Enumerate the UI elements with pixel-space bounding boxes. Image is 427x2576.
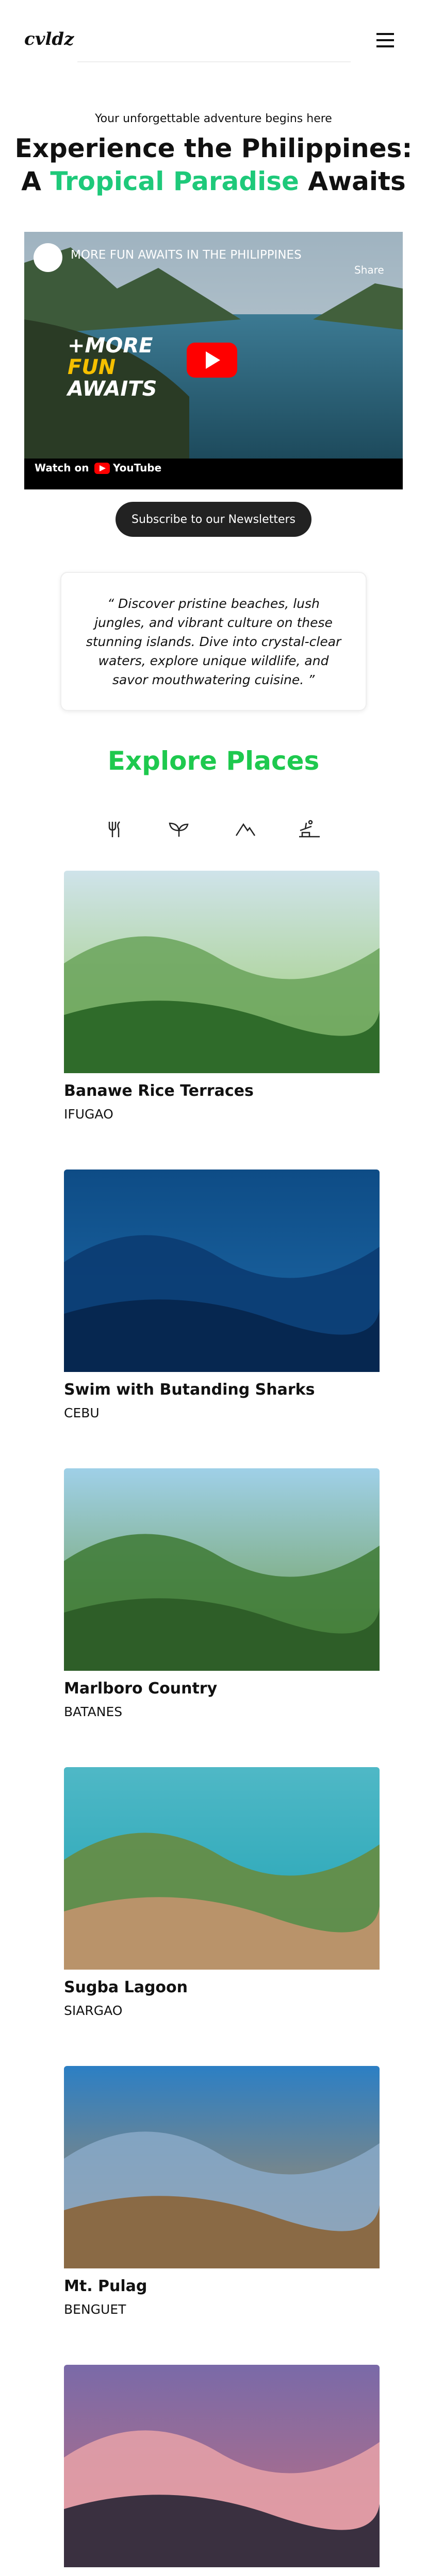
- place-location: BENGUET: [64, 2302, 126, 2317]
- place-location: IFUGAO: [64, 1107, 113, 1122]
- place-image[interactable]: [64, 1767, 380, 1970]
- badge: AWAITS: [68, 377, 157, 401]
- hero-title: Experience the Philippines: A Tropical P…: [0, 132, 427, 198]
- place-title[interactable]: Sugba Lagoon: [64, 1978, 188, 1996]
- place-image[interactable]: [64, 1468, 380, 1671]
- title-text: A: [21, 166, 51, 196]
- video-badge: +MORE FUN AWAITS: [68, 335, 157, 400]
- badge: FUN: [68, 355, 116, 379]
- watch-on: Watch on: [35, 462, 89, 474]
- place-location: CEBU: [64, 1405, 100, 1420]
- explore-heading: Explore Places: [107, 746, 320, 776]
- youtube-label: YouTube: [113, 462, 162, 474]
- place-title[interactable]: Swim with Butanding Sharks: [64, 1381, 315, 1399]
- share[interactable]: Share: [354, 264, 384, 276]
- title-highlight: Tropical Paradise: [50, 166, 299, 196]
- logo[interactable]: cvldz: [24, 29, 74, 49]
- place-image[interactable]: [64, 1170, 380, 1372]
- category-icons[interactable]: [103, 819, 325, 840]
- subscribe-button[interactable]: Subscribe to our Newsletters: [116, 502, 311, 537]
- video-title: MORE FUN AWAITS IN THE PHILIPPINES: [71, 248, 302, 262]
- tagline: Your unforgettable adventure begins here: [95, 112, 332, 125]
- title-text: Awaits: [299, 166, 406, 196]
- place-title[interactable]: Marlboro Country: [64, 1680, 218, 1698]
- place-location: SIARGAO: [64, 2003, 123, 2018]
- place-image[interactable]: [64, 2365, 380, 2567]
- place-image[interactable]: [64, 2066, 380, 2268]
- place-title[interactable]: Mt. Pulag: [64, 2277, 147, 2295]
- title-line: Experience the Philippines:: [14, 133, 413, 163]
- divider: [77, 61, 351, 62]
- quote: “ Discover pristine beaches, lush jungle…: [60, 572, 367, 711]
- video[interactable]: MORE FUN AWAITS IN THE PHILIPPINES Share…: [24, 232, 403, 489]
- menu-icon[interactable]: [376, 33, 394, 47]
- place-location: BATANES: [64, 1704, 123, 1719]
- badge: +MORE: [68, 334, 153, 358]
- place-image[interactable]: [64, 871, 380, 1073]
- place-title[interactable]: Banawe Rice Terraces: [64, 1082, 254, 1100]
